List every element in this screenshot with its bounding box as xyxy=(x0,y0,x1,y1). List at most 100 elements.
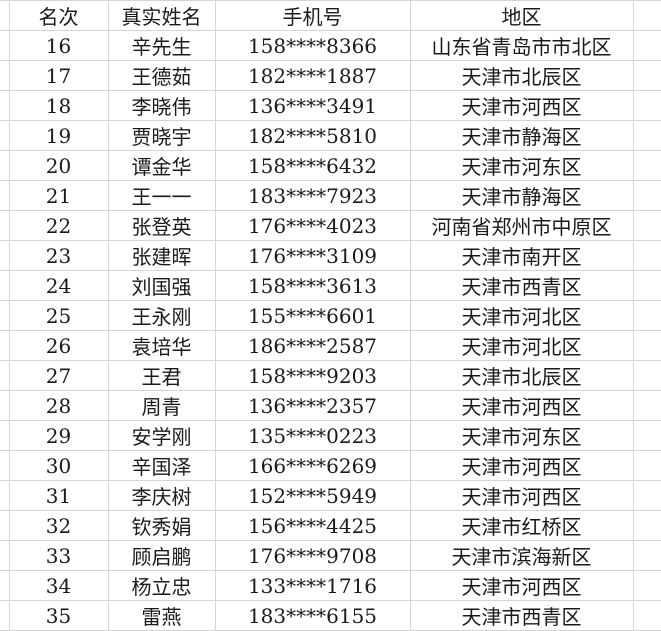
table-row: 35 雷燕 183****6155 天津市西青区 xyxy=(0,600,661,631)
phone-cell: 136****3491 xyxy=(214,90,411,121)
table-row: 28 周青 136****2357 天津市河西区 xyxy=(0,390,661,421)
phone-cell: 182****1887 xyxy=(214,60,411,91)
phone-cell: 158****9203 xyxy=(214,360,411,391)
region-cell: 天津市静海区 xyxy=(409,120,634,151)
rank-cell: 30 xyxy=(8,450,109,481)
region-cell: 天津市南开区 xyxy=(409,240,634,271)
rank-cell: 23 xyxy=(8,240,109,271)
region-cell: 天津市河西区 xyxy=(409,570,634,601)
clipped-right-cell xyxy=(632,540,661,571)
phone-cell: 135****0223 xyxy=(214,420,411,451)
clipped-left-cell xyxy=(0,210,10,241)
clipped-right-cell xyxy=(632,480,661,511)
clipped-left-cell xyxy=(0,240,10,271)
phone-cell: 182****5810 xyxy=(214,120,411,151)
header-row: 名次 真实姓名 手机号 地区 xyxy=(0,0,661,31)
rank-cell: 21 xyxy=(8,180,109,211)
clipped-left-cell xyxy=(0,0,10,31)
clipped-right-cell xyxy=(632,240,661,271)
clipped-left-cell xyxy=(0,120,10,151)
name-cell: 辛先生 xyxy=(107,30,216,61)
phone-cell: 155****6601 xyxy=(214,300,411,331)
region-cell: 天津市河西区 xyxy=(409,480,634,511)
clipped-right-cell xyxy=(632,360,661,391)
clipped-right-cell xyxy=(632,450,661,481)
column-header-phone: 手机号 xyxy=(214,0,411,31)
clipped-right-cell xyxy=(632,90,661,121)
name-cell: 张登英 xyxy=(107,210,216,241)
rank-cell: 27 xyxy=(8,360,109,391)
clipped-right-cell xyxy=(632,390,661,421)
name-cell: 谭金华 xyxy=(107,150,216,181)
table-row: 21 王一一 183****7923 天津市静海区 xyxy=(0,180,661,211)
clipped-left-cell xyxy=(0,510,10,541)
phone-cell: 158****8366 xyxy=(214,30,411,61)
rank-cell: 16 xyxy=(8,30,109,61)
phone-cell: 158****3613 xyxy=(214,270,411,301)
clipped-right-cell xyxy=(632,510,661,541)
name-cell: 杨立忠 xyxy=(107,570,216,601)
phone-cell: 183****6155 xyxy=(214,600,411,631)
clipped-left-cell xyxy=(0,150,10,181)
table-row: 32 钦秀娟 156****4425 天津市红桥区 xyxy=(0,510,661,541)
clipped-right-cell xyxy=(632,60,661,91)
phone-cell: 152****5949 xyxy=(214,480,411,511)
column-header-rank: 名次 xyxy=(8,0,109,31)
rank-cell: 20 xyxy=(8,150,109,181)
table-row: 33 顾启鹏 176****9708 天津市滨海新区 xyxy=(0,540,661,571)
clipped-left-cell xyxy=(0,30,10,61)
clipped-right-cell xyxy=(632,270,661,301)
rank-cell: 28 xyxy=(8,390,109,421)
rank-cell: 19 xyxy=(8,120,109,151)
table-row: 18 李晓伟 136****3491 天津市河西区 xyxy=(0,90,661,121)
table-row: 29 安学刚 135****0223 天津市河东区 xyxy=(0,420,661,451)
table-row: 27 王君 158****9203 天津市北辰区 xyxy=(0,360,661,391)
phone-cell: 166****6269 xyxy=(214,450,411,481)
clipped-right-cell xyxy=(632,0,661,31)
clipped-right-cell xyxy=(632,210,661,241)
rank-cell: 29 xyxy=(8,420,109,451)
table-body: 16 辛先生 158****8366 山东省青岛市市北区 17 王德茹 182*… xyxy=(0,30,661,631)
table-row: 31 李庆树 152****5949 天津市河西区 xyxy=(0,480,661,511)
clipped-right-cell xyxy=(632,30,661,61)
phone-cell: 176****3109 xyxy=(214,240,411,271)
clipped-right-cell xyxy=(632,600,661,631)
name-cell: 李庆树 xyxy=(107,480,216,511)
region-cell: 天津市静海区 xyxy=(409,180,634,211)
table-row: 19 贾晓宇 182****5810 天津市静海区 xyxy=(0,120,661,151)
phone-cell: 176****9708 xyxy=(214,540,411,571)
region-cell: 天津市北辰区 xyxy=(409,360,634,391)
clipped-left-cell xyxy=(0,300,10,331)
phone-cell: 133****1716 xyxy=(214,570,411,601)
clipped-right-cell xyxy=(632,300,661,331)
name-cell: 周青 xyxy=(107,390,216,421)
clipped-left-cell xyxy=(0,480,10,511)
column-header-name: 真实姓名 xyxy=(107,0,216,31)
clipped-right-cell xyxy=(632,180,661,211)
column-header-region: 地区 xyxy=(409,0,634,31)
rank-cell: 26 xyxy=(8,330,109,361)
table-row: 34 杨立忠 133****1716 天津市河西区 xyxy=(0,570,661,601)
table-row: 23 张建晖 176****3109 天津市南开区 xyxy=(0,240,661,271)
rank-cell: 22 xyxy=(8,210,109,241)
clipped-left-cell xyxy=(0,60,10,91)
region-cell: 山东省青岛市市北区 xyxy=(409,30,634,61)
region-cell: 天津市北辰区 xyxy=(409,60,634,91)
region-cell: 天津市河东区 xyxy=(409,420,634,451)
phone-cell: 186****2587 xyxy=(214,330,411,361)
region-cell: 天津市河东区 xyxy=(409,150,634,181)
region-cell: 天津市红桥区 xyxy=(409,510,634,541)
clipped-right-cell xyxy=(632,150,661,181)
table-row: 17 王德茹 182****1887 天津市北辰区 xyxy=(0,60,661,91)
region-cell: 天津市西青区 xyxy=(409,270,634,301)
rank-cell: 35 xyxy=(8,600,109,631)
name-cell: 辛国泽 xyxy=(107,450,216,481)
name-cell: 顾启鹏 xyxy=(107,540,216,571)
table-row: 24 刘国强 158****3613 天津市西青区 xyxy=(0,270,661,301)
region-cell: 天津市河北区 xyxy=(409,300,634,331)
name-cell: 王一一 xyxy=(107,180,216,211)
clipped-left-cell xyxy=(0,570,10,601)
clipped-left-cell xyxy=(0,360,10,391)
phone-cell: 136****2357 xyxy=(214,390,411,421)
